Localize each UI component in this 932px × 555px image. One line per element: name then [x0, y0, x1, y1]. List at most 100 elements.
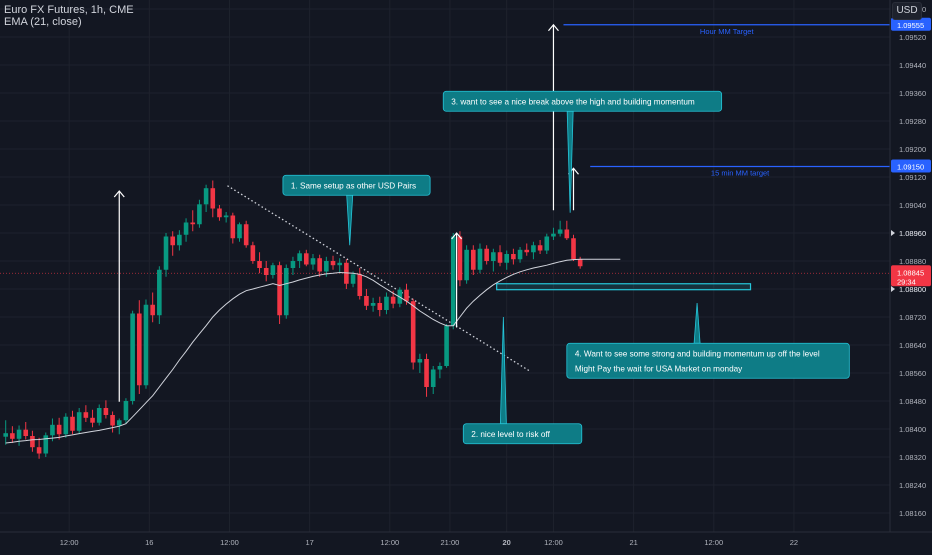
candle	[43, 432, 49, 457]
level-price-label: 1.09150	[897, 163, 924, 172]
callout-text: 4. Want to see some strong and building …	[575, 349, 820, 358]
candle	[370, 297, 376, 312]
candle-body	[464, 249, 469, 281]
price-tick-label: 1.08160	[899, 509, 926, 518]
support-zone-layer	[496, 283, 752, 291]
price-tick-label: 1.09040	[899, 201, 926, 210]
candle	[491, 248, 496, 272]
candle-body	[457, 236, 463, 281]
arrow-head	[547, 23, 559, 32]
target-level-label: Hour MM Target	[700, 27, 755, 36]
candle	[531, 241, 536, 260]
callout-pointer	[346, 194, 354, 246]
candle	[103, 400, 109, 419]
candle-body	[477, 248, 483, 270]
price-marker	[891, 286, 895, 292]
up-arrow	[547, 23, 559, 211]
time-axis[interactable]: 12:00 16 12:00 17 12:00 21:00 20 12:00 21 12:00 22	[0, 531, 932, 547]
candle	[357, 268, 363, 300]
price-tick-label: 1.09520	[899, 33, 926, 42]
time-tick-label: 21	[629, 538, 637, 547]
callout-pointer	[499, 316, 507, 425]
candle-body	[511, 254, 516, 260]
candle	[364, 289, 369, 310]
candle-body	[531, 245, 536, 253]
candle	[50, 418, 55, 442]
price-tick-label: 1.08640	[899, 341, 926, 350]
candle-body	[504, 254, 509, 263]
candle-body	[491, 252, 496, 261]
level-price-tag	[891, 159, 931, 173]
candle-body	[317, 258, 322, 272]
candle	[290, 256, 296, 275]
candle-body	[277, 265, 282, 316]
candle	[317, 254, 322, 277]
candle	[497, 245, 503, 267]
candle	[163, 233, 169, 277]
candle-body	[263, 268, 269, 275]
candle-body	[257, 261, 262, 268]
candle-body	[310, 258, 316, 265]
candle	[237, 222, 242, 242]
candle-body	[497, 252, 503, 263]
candle	[110, 411, 115, 433]
time-tick-label: 12:00	[380, 538, 399, 547]
currency-button[interactable]: USD	[892, 2, 922, 20]
price-tick-label: 1.09440	[899, 61, 926, 70]
ema-line	[5, 258, 621, 444]
candle	[3, 420, 8, 445]
candle	[250, 241, 256, 264]
candle-body	[524, 249, 530, 253]
candle	[10, 426, 15, 443]
candle-body	[170, 236, 175, 246]
instrument-title[interactable]: Euro FX Futures, 1h, CME	[4, 4, 134, 16]
candle	[511, 248, 516, 265]
countdown-label: 29:34	[897, 277, 916, 286]
candle-body	[484, 248, 489, 261]
candle	[150, 292, 155, 323]
candle-body	[437, 366, 443, 370]
price-tick-label: 1.08240	[899, 481, 926, 490]
candle	[210, 180, 216, 218]
candle-body	[217, 208, 222, 218]
candle	[484, 245, 489, 265]
candle-body	[283, 268, 289, 316]
candle	[283, 264, 289, 319]
candle-body	[137, 313, 142, 386]
callout-text: 3. want to see a nice break above the hi…	[451, 97, 695, 106]
price-axis[interactable]: 1.096001.095201.094401.093601.092801.092…	[889, 0, 931, 532]
candle	[177, 230, 182, 251]
callout-text: Might Pay the wait for USA Market on mon…	[575, 364, 743, 373]
target-level-label: 15 min MM target	[711, 169, 770, 178]
candle	[410, 298, 416, 370]
candle-body	[404, 289, 409, 302]
callout-pointer	[566, 110, 574, 213]
candle	[444, 324, 449, 368]
candle-body	[450, 236, 456, 326]
candle	[257, 252, 262, 274]
candle-body	[577, 259, 583, 267]
candle	[243, 220, 249, 248]
price-tick-label: 1.09360	[899, 89, 926, 98]
candle	[217, 205, 222, 221]
candle-body	[43, 435, 49, 454]
candle-body	[350, 274, 356, 284]
time-tick-label: 17	[305, 538, 313, 547]
candle-body	[430, 369, 436, 387]
candle	[90, 409, 95, 428]
price-tick-label: 1.08960	[899, 229, 926, 238]
candle-body	[250, 245, 256, 261]
price-tick-label: 1.09280	[899, 117, 926, 126]
candle-body	[96, 408, 102, 423]
price-tick-label: 1.08800	[899, 285, 926, 294]
candle	[230, 212, 236, 244]
callout-text: 2. nice level to risk off	[471, 430, 550, 439]
dotted-trendline	[227, 185, 531, 372]
candle	[270, 262, 276, 279]
candle	[263, 261, 269, 282]
candle	[337, 258, 342, 273]
chart-legend: Euro FX Futures, 1h, CME EMA (21, close)	[4, 4, 134, 28]
indicator-label[interactable]: EMA (21, close)	[4, 16, 82, 28]
